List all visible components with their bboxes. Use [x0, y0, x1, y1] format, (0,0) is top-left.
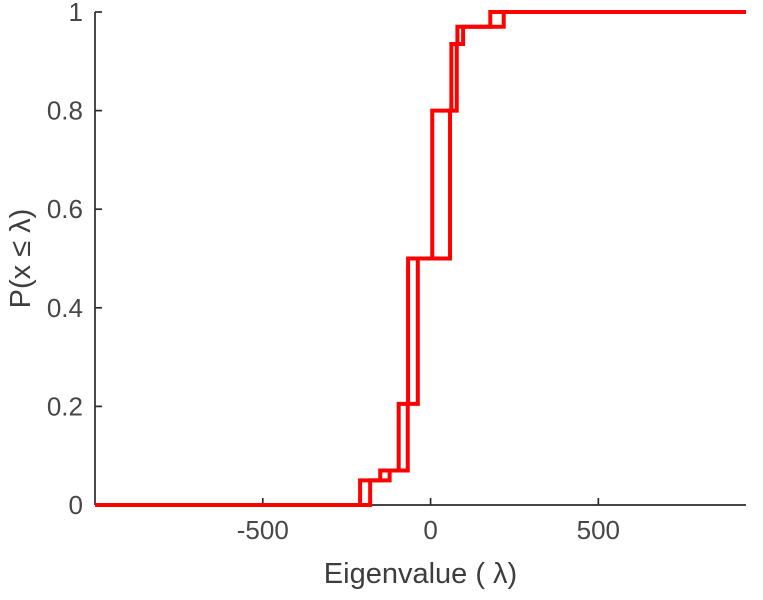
x-axis-label: Eigenvalue ( λ)	[324, 558, 517, 590]
ecdf-curve-2	[95, 10, 746, 507]
x-tick-label: 500	[577, 515, 620, 545]
axes: -500 0 500 0 0.2 0.4 0.6 0.8 1	[47, 0, 746, 545]
y-tick-label: 0	[69, 490, 83, 520]
y-axis-label: P(x ≤ λ)	[5, 209, 37, 309]
x-tick-label: 0	[423, 515, 437, 545]
y-tick-label: 0.4	[47, 293, 83, 323]
y-tick-label: 0.2	[47, 391, 83, 421]
y-tick-label: 0.6	[47, 194, 83, 224]
ecdf-curves	[95, 10, 746, 507]
y-tick-label: 0.8	[47, 96, 83, 126]
x-tick-label: -500	[237, 515, 289, 545]
y-tick-label: 1	[69, 0, 83, 27]
